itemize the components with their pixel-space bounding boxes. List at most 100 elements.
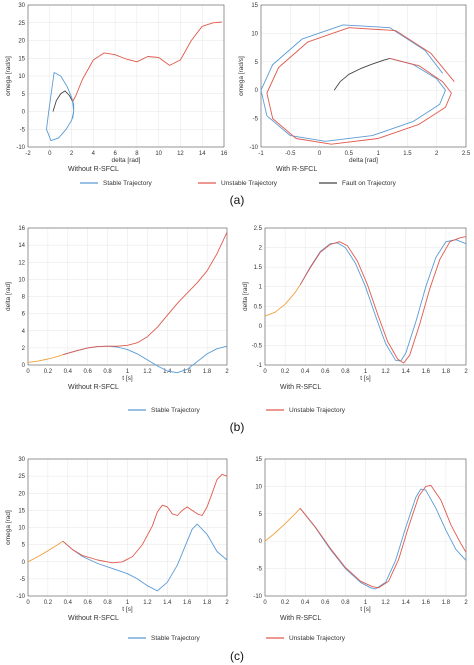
plot-frame — [260, 4, 467, 148]
series-line-unstable — [62, 232, 228, 356]
x-tick-label: 1.8 — [442, 369, 451, 375]
series-line-stable — [260, 24, 446, 142]
x-tick-label: 0.2 — [44, 600, 53, 606]
chart-caption: Without R-SFCL — [68, 166, 119, 173]
y-tick-label: 10 — [18, 526, 25, 532]
y-tick-label: 15 — [18, 56, 25, 62]
series-line-unstable — [299, 484, 467, 589]
x-tick-label: 1.6 — [422, 369, 431, 375]
legend-label: Fault on Trajectory — [342, 180, 397, 187]
y-tick-label: 20 — [18, 39, 25, 45]
x-tick-label: 1.4 — [402, 600, 411, 606]
y-tick-label: 10 — [251, 31, 258, 37]
x-tick-label: 8 — [135, 151, 139, 157]
y-tick-label: 25 — [18, 21, 25, 27]
series-line-stable — [299, 488, 467, 590]
series-line-prefault — [264, 284, 301, 317]
x-tick-label: 1.8 — [203, 369, 212, 375]
series-line-prefault — [27, 540, 64, 563]
chart-2: -10 -5 0 5 10 15 -1 -0.5 0 0.5 1 1.5 2 2.5 delta [rad]… — [238, 3, 471, 173]
x-tick-label: 12 — [177, 151, 184, 157]
chart-caption: With R-SFCL — [276, 166, 317, 173]
x-tick-label: 14 — [199, 151, 206, 157]
legend-1: Stable Trajectory Unstable Trajectory Faul… — [80, 180, 397, 187]
y-tick-label: 10 — [255, 484, 262, 490]
x-tick-label: 0 — [26, 600, 30, 606]
y-axis-label: delta [rad] — [242, 282, 249, 311]
series-line-stable — [62, 523, 228, 592]
plot-frame — [27, 4, 225, 148]
y-tick-label: 12 — [18, 260, 25, 266]
series-line-stable — [46, 72, 75, 142]
x-tick-label: 10 — [155, 151, 162, 157]
chart-5: -10 -5 0 5 10 15 20 25 30 0 0.2 0.4 0.6 0.8 1 1.2 1.4 1.6… — [5, 457, 229, 622]
plot-frame — [264, 458, 467, 597]
y-tick-label: 15 — [251, 3, 258, 9]
x-tick-label: 1.6 — [183, 369, 192, 375]
series-line-prefault — [27, 354, 63, 363]
y-tick-label: 0.5 — [254, 304, 263, 310]
y-tick-label: 1.5 — [254, 265, 263, 271]
x-tick-label: 6 — [113, 151, 117, 157]
x-tick-label: 2.5 — [462, 151, 471, 157]
y-axis-label: omega [rad] — [5, 510, 12, 545]
x-tick-label: 1.4 — [163, 600, 172, 606]
x-tick-label: 0 — [48, 151, 52, 157]
y-tick-label: -1 — [257, 363, 263, 369]
x-tick-label: 0.6 — [84, 600, 93, 606]
y-tick-label: 8 — [22, 295, 26, 301]
x-tick-label: 1.8 — [203, 600, 212, 606]
x-tick-label: 2 — [225, 600, 229, 606]
x-tick-label: 0.2 — [281, 369, 290, 375]
x-tick-label: 0.4 — [301, 369, 310, 375]
x-tick-label: 0 — [263, 369, 267, 375]
x-tick-label: 2 — [225, 369, 229, 375]
y-tick-label: 0 — [22, 363, 26, 369]
y-tick-label: 5 — [22, 92, 26, 98]
legend-label: Unstable Trajectory — [221, 180, 278, 187]
y-tick-label: 5 — [259, 512, 263, 518]
y-tick-label: 0 — [22, 110, 26, 116]
y-tick-label: 30 — [18, 457, 25, 463]
plot-frame — [27, 227, 228, 366]
x-tick-label: 4 — [92, 151, 96, 157]
x-tick-label: 2 — [435, 151, 439, 157]
x-tick-label: 16 — [221, 151, 228, 157]
x-tick-label: 1.2 — [381, 369, 390, 375]
chart-caption: Without R-SFCL — [68, 384, 119, 391]
x-axis-label: t [s] — [122, 606, 133, 613]
legend-3: Stable Trajectory Unstable Trajectory — [128, 635, 346, 642]
x-tick-label: 0.6 — [84, 369, 93, 375]
x-tick-label: 1 — [376, 151, 380, 157]
x-tick-label: 0.4 — [64, 600, 73, 606]
series-line-unstable — [299, 236, 467, 364]
series-line-unstable — [62, 473, 228, 564]
legend-label: Unstable Trajectory — [289, 635, 346, 642]
y-tick-label: 0 — [259, 324, 263, 330]
x-tick-label: 1 — [126, 600, 130, 606]
x-tick-label: 2 — [70, 151, 74, 157]
y-tick-label: 10 — [18, 277, 25, 283]
x-tick-label: 1.8 — [442, 600, 451, 606]
x-tick-label: 0.8 — [341, 369, 350, 375]
chart-6: -10 -5 0 5 10 15 0 0.2 0.4 0.6 0.8 1 1.2 1.4 1.6 1.8 2 t … — [253, 457, 468, 622]
y-tick-label: -10 — [16, 145, 25, 151]
panel-label-b: (b) — [230, 420, 245, 434]
series-line-prefault — [264, 507, 301, 542]
x-tick-label: 1.6 — [422, 600, 431, 606]
x-tick-label: -1 — [258, 151, 264, 157]
x-tick-label: -0.5 — [285, 151, 296, 157]
y-tick-label: -5 — [20, 577, 26, 583]
chart-3: 0 2 4 6 8 10 12 14 16 0 0.2 0.4 0.6 0.8 1 1.2 1.4 1.6 1.8 2… — [5, 226, 229, 391]
y-tick-label: -0.5 — [252, 343, 263, 349]
x-axis-label: t [s] — [122, 375, 133, 382]
x-tick-label: 1.4 — [402, 369, 411, 375]
x-tick-label: 1.6 — [183, 600, 192, 606]
y-tick-label: 4 — [22, 329, 26, 335]
x-tick-label: 0.2 — [44, 369, 53, 375]
legend-label: Unstable Trajectory — [289, 407, 346, 414]
x-tick-label: 1.2 — [143, 600, 152, 606]
chart-caption: Without R-SFCL — [68, 615, 119, 622]
y-tick-label: -10 — [253, 594, 262, 600]
